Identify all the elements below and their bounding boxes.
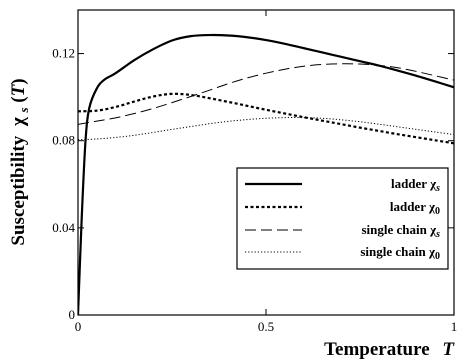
- y-tick-label: 0: [69, 307, 76, 322]
- y-axis-title: Susceptibility χ s (T): [8, 78, 33, 245]
- legend-label-text: ladder χ: [391, 176, 437, 191]
- legend-label-3: single chain χs: [361, 222, 440, 240]
- y-axis-title-paren-open: (: [8, 96, 29, 102]
- x-axis-title-text: Temperature: [324, 339, 430, 360]
- x-axis-title: Temperature T: [324, 339, 455, 360]
- axis-ticks: 0 0.5 1 0 0.04 0.08 0.12: [52, 10, 457, 334]
- series-line-4: [78, 117, 454, 141]
- x-tick-label: 0.5: [258, 319, 274, 334]
- x-tick-label: 1: [451, 319, 458, 334]
- x-tick-label: 0: [75, 319, 82, 334]
- series-line-2: [78, 92, 454, 145]
- y-axis-title-symbol: χ: [8, 117, 29, 127]
- y-tick-label: 0.04: [52, 220, 75, 235]
- y-axis-title-text: Susceptibility: [8, 135, 29, 245]
- legend-label-1: ladder χs: [391, 176, 440, 194]
- legend-label-text: single chain χ: [361, 222, 437, 237]
- series-layer: [78, 33, 454, 315]
- y-axis-title-variable: T: [8, 83, 29, 96]
- legend-label-4: single chain χ0: [360, 244, 440, 262]
- legend-label-subscript: 0: [435, 206, 440, 217]
- series-line-3: [78, 63, 454, 125]
- legend-label-subscript: 0: [435, 251, 440, 262]
- y-axis-title-paren-close: ): [8, 78, 29, 84]
- x-axis-title-variable: T: [442, 339, 455, 360]
- legend-label-subscript: s: [435, 183, 440, 194]
- y-tick-label: 0.08: [52, 133, 75, 148]
- legend-label-2: ladder χ0: [390, 199, 440, 217]
- legend-label-text: ladder χ: [390, 199, 436, 214]
- legend-label-subscript: s: [435, 229, 440, 240]
- y-tick-label: 0.12: [52, 46, 75, 61]
- y-axis-title-subscript: s: [16, 107, 31, 113]
- legend-label-text: single chain χ: [360, 244, 436, 259]
